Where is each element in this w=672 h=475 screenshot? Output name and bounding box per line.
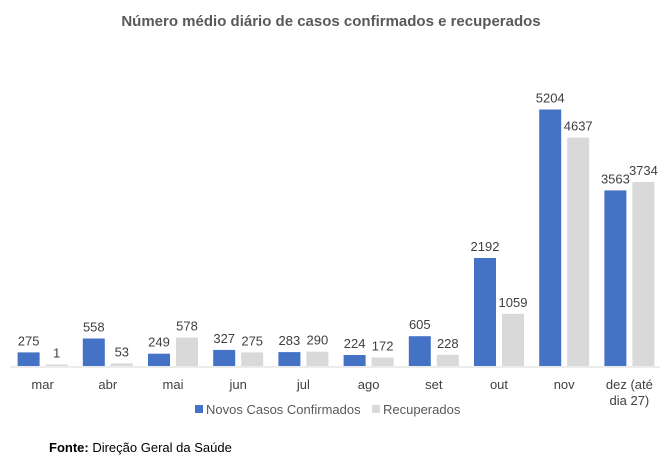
value-label-recuperados-jul: 290 xyxy=(307,333,329,348)
legend-label-novos-casos: Novos Casos Confirmados xyxy=(206,402,361,417)
value-label-confirmados-dez-at-dia-27: 3563 xyxy=(601,171,630,186)
legend-swatch-novos-casos xyxy=(195,405,203,413)
value-label-confirmados-nov: 5204 xyxy=(536,91,565,106)
bar-recuperados-jul xyxy=(306,351,329,366)
bar-recuperados-nov xyxy=(567,137,590,366)
tick-label-dez-at-dia-27: dez (até dia 27) xyxy=(606,377,653,408)
value-label-recuperados-set: 228 xyxy=(437,336,459,351)
value-label-confirmados-out: 2192 xyxy=(471,239,500,254)
bar-recuperados-out xyxy=(502,313,524,366)
source-label: Fonte: xyxy=(49,440,89,455)
tick-label-jul: jul xyxy=(296,377,310,392)
tick-label-mar: mar xyxy=(31,377,54,392)
bar-confirmados-dez-at-dia-27 xyxy=(604,190,627,366)
bar-recuperados-abr xyxy=(110,363,133,366)
value-label-recuperados-nov: 4637 xyxy=(564,119,593,134)
value-label-recuperados-mai: 578 xyxy=(176,319,198,334)
bar-confirmados-nov xyxy=(539,109,562,366)
legend: Novos Casos Confirmados Recuperados xyxy=(195,402,461,417)
legend-swatch-recuperados xyxy=(372,405,380,413)
bar-confirmados-mai xyxy=(148,353,170,366)
source-note: Fonte: Direção Geral da Saúde xyxy=(49,440,232,455)
value-label-recuperados-dez-at-dia-27: 3734 xyxy=(629,163,658,178)
bar-recuperados-jun xyxy=(241,352,264,366)
value-label-recuperados-mar: 1 xyxy=(53,346,60,361)
tick-label-ago: ago xyxy=(358,377,380,392)
value-label-confirmados-mai: 249 xyxy=(148,335,170,350)
bar-confirmados-ago xyxy=(343,355,366,366)
value-label-recuperados-jun: 275 xyxy=(241,333,263,348)
value-label-recuperados-out: 1059 xyxy=(499,295,528,310)
tick-label-jun: jun xyxy=(229,377,247,392)
bar-confirmados-out xyxy=(474,258,496,366)
value-label-confirmados-ago: 224 xyxy=(344,336,366,351)
bars-group xyxy=(17,109,655,366)
bar-recuperados-dez-at-dia-27 xyxy=(632,182,655,366)
bar-confirmados-set xyxy=(408,336,431,366)
bar-recuperados-set xyxy=(436,354,459,366)
bar-confirmados-jun xyxy=(213,349,236,366)
bar-confirmados-mar xyxy=(17,352,40,366)
value-label-recuperados-abr: 53 xyxy=(115,344,129,359)
bar-recuperados-ago xyxy=(371,357,394,366)
bar-recuperados-mai xyxy=(176,337,198,366)
x-axis-ticks: mar abr mai jun jul ago set out nov dez (até dia 2… xyxy=(31,377,652,408)
tick-label-mai: mai xyxy=(163,377,184,392)
value-label-confirmados-jun: 327 xyxy=(213,331,235,346)
value-label-confirmados-abr: 558 xyxy=(83,320,105,335)
legend-label-recuperados: Recuperados xyxy=(383,402,461,417)
tick-label-out: out xyxy=(490,377,508,392)
tick-label-abr: abr xyxy=(98,377,117,392)
value-labels-group: 275 1 558 53 249 578 327 275 283 290 224 172 605 228 2… xyxy=(18,91,658,361)
tick-label-set: set xyxy=(425,377,443,392)
value-label-confirmados-mar: 275 xyxy=(18,333,40,348)
bar-confirmados-jul xyxy=(278,352,301,366)
value-label-recuperados-ago: 172 xyxy=(372,339,394,354)
bar-confirmados-abr xyxy=(82,338,105,366)
value-label-confirmados-set: 605 xyxy=(409,317,431,332)
value-label-confirmados-jul: 283 xyxy=(279,333,301,348)
chart-title: Número médio diário de casos confirmados… xyxy=(121,13,540,30)
tick-label-nov: nov xyxy=(554,377,575,392)
bar-recuperados-mar xyxy=(45,364,68,366)
source-text: Direção Geral da Saúde xyxy=(88,440,232,455)
